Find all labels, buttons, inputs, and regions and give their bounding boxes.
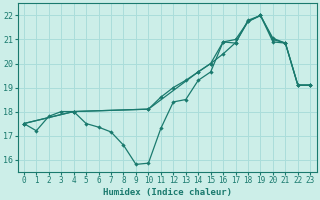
X-axis label: Humidex (Indice chaleur): Humidex (Indice chaleur): [103, 188, 232, 197]
